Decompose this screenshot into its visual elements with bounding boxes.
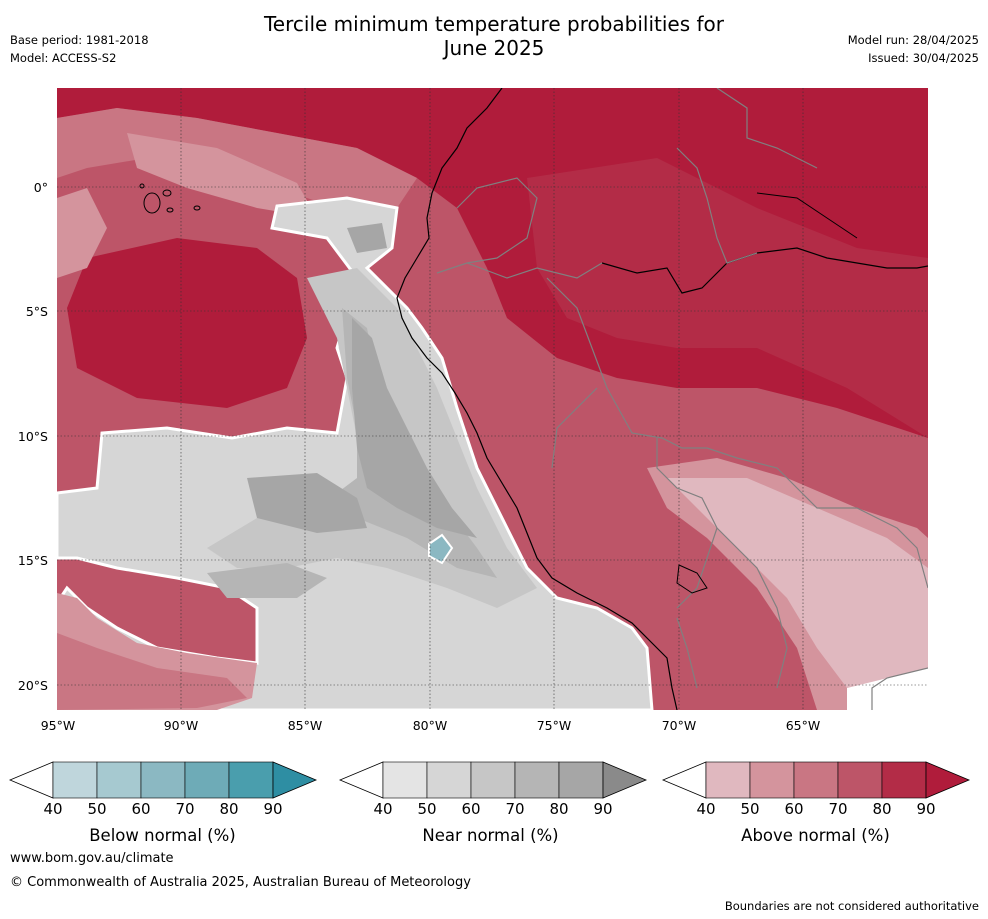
above-90-region-west xyxy=(67,238,307,408)
colorbar-tick-label: 60 xyxy=(784,800,804,818)
colorbar-segment xyxy=(558,761,604,799)
model-name: Model: ACCESS-S2 xyxy=(10,51,117,65)
country-borders xyxy=(436,88,928,710)
meta-left: Base period: 1981-2018 Model: ACCESS-S2 xyxy=(10,31,149,67)
colorbar-below-normal xyxy=(8,761,318,799)
near-90-region xyxy=(352,318,477,538)
colorbar-tick-label: 70 xyxy=(828,800,848,818)
lon-label-80w: 80°W xyxy=(412,718,448,733)
colorbar-tick-label: 90 xyxy=(916,800,936,818)
above-60-region-edge xyxy=(57,188,107,278)
lon-label-90w: 90°W xyxy=(163,718,199,733)
above-60-region-northwest xyxy=(127,133,317,218)
below-normal-spot xyxy=(428,533,454,565)
colorbar-lower-extend xyxy=(8,761,54,799)
colorbar-segment xyxy=(881,761,927,799)
above-80-region-east xyxy=(527,158,928,438)
colorbar-tick-label: 90 xyxy=(593,800,613,818)
map-canvas xyxy=(57,88,928,710)
colorbar-tick-label: 50 xyxy=(417,800,437,818)
colorbar-tick-label: 90 xyxy=(263,800,283,818)
lon-label-75w: 75°W xyxy=(536,718,572,733)
meta-right: Model run: 28/04/2025 Issued: 30/04/2025 xyxy=(848,31,979,67)
colorbar-tick-label: 60 xyxy=(461,800,481,818)
graticule xyxy=(57,88,928,710)
above-90-region-north xyxy=(57,88,928,438)
lat-label-5s: 5°S xyxy=(25,304,48,319)
issued-date: Issued: 30/04/2025 xyxy=(868,51,979,65)
coastline xyxy=(396,88,678,710)
website-link[interactable]: www.bom.gov.au/climate xyxy=(10,851,174,866)
copyright-notice: © Commonwealth of Australia 2025, Austra… xyxy=(10,875,471,890)
lat-label-0: 0° xyxy=(33,180,48,195)
colorbar-label-above: Above normal (%) xyxy=(741,826,890,845)
colorbar-label-near: Near normal (%) xyxy=(422,826,559,845)
colorbar-segment xyxy=(96,761,142,799)
colorbar-tick-label: 70 xyxy=(505,800,525,818)
map-title: Tercile minimum temperature probabilitie… xyxy=(0,12,988,60)
colorbar-tick-label: 80 xyxy=(219,800,239,818)
boundary-disclaimer: Boundaries are not considered authoritat… xyxy=(724,899,979,913)
lat-label-15s: 15°S xyxy=(17,553,48,568)
title-line-2: June 2025 xyxy=(443,36,545,60)
colorbar-tick-label: 70 xyxy=(175,800,195,818)
river-north xyxy=(756,192,858,239)
colorbar-above-normal xyxy=(661,761,971,799)
lon-label-95w: 95°W xyxy=(40,718,76,733)
colorbar-segment xyxy=(514,761,560,799)
colorbar-segment xyxy=(140,761,186,799)
no-signal-region xyxy=(847,668,928,710)
near-90-region-north xyxy=(347,223,387,253)
colorbar-segment xyxy=(705,761,751,799)
near-90-region-south xyxy=(247,473,367,533)
colorbar-lower-extend xyxy=(661,761,707,799)
colorbar-upper-extend xyxy=(602,761,648,799)
colorbar-tick-label: 80 xyxy=(872,800,892,818)
lon-label-70w: 70°W xyxy=(661,718,697,733)
colorbar-segment xyxy=(470,761,516,799)
lon-label-65w: 65°W xyxy=(785,718,821,733)
colorbar-upper-extend xyxy=(925,761,971,799)
colorbar-segment xyxy=(184,761,230,799)
galapagos-islands xyxy=(139,183,201,214)
colorbar-tick-label: 60 xyxy=(131,800,151,818)
colorbar-tick-label: 80 xyxy=(549,800,569,818)
colorbar-segment xyxy=(228,761,274,799)
probability-map xyxy=(57,88,928,710)
model-run: Model run: 28/04/2025 xyxy=(847,33,979,47)
colorbar-tick-label: 40 xyxy=(43,800,63,818)
title-line-1: Tercile minimum temperature probabilitie… xyxy=(263,12,725,36)
colorbar-tick-label: 40 xyxy=(696,800,716,818)
colorbar-segment xyxy=(382,761,428,799)
colorbar-segment xyxy=(749,761,795,799)
colorbar-graphics xyxy=(8,761,971,799)
above-70-region-southwest xyxy=(57,633,247,710)
colorbar-near-normal xyxy=(338,761,648,799)
colorbar-segment xyxy=(52,761,98,799)
colorbar-lower-extend xyxy=(338,761,384,799)
near-80-region-southwest xyxy=(207,563,327,598)
above-40-region-south xyxy=(667,478,928,688)
colorbar-tick-label: 40 xyxy=(373,800,393,818)
lon-label-85w: 85°W xyxy=(287,718,323,733)
base-period: Base period: 1981-2018 xyxy=(10,33,149,47)
colorbar-segment xyxy=(793,761,839,799)
colorbar-tick-label: 50 xyxy=(740,800,760,818)
lat-label-20s: 20°S xyxy=(17,678,48,693)
colorbar-segment xyxy=(837,761,883,799)
colorbar-upper-extend xyxy=(272,761,318,799)
colorbar-label-below: Below normal (%) xyxy=(89,826,236,845)
colorbar-segment xyxy=(426,761,472,799)
colorbar-tick-label: 50 xyxy=(87,800,107,818)
lake-titicaca xyxy=(676,564,708,594)
lat-label-10s: 10°S xyxy=(17,429,48,444)
